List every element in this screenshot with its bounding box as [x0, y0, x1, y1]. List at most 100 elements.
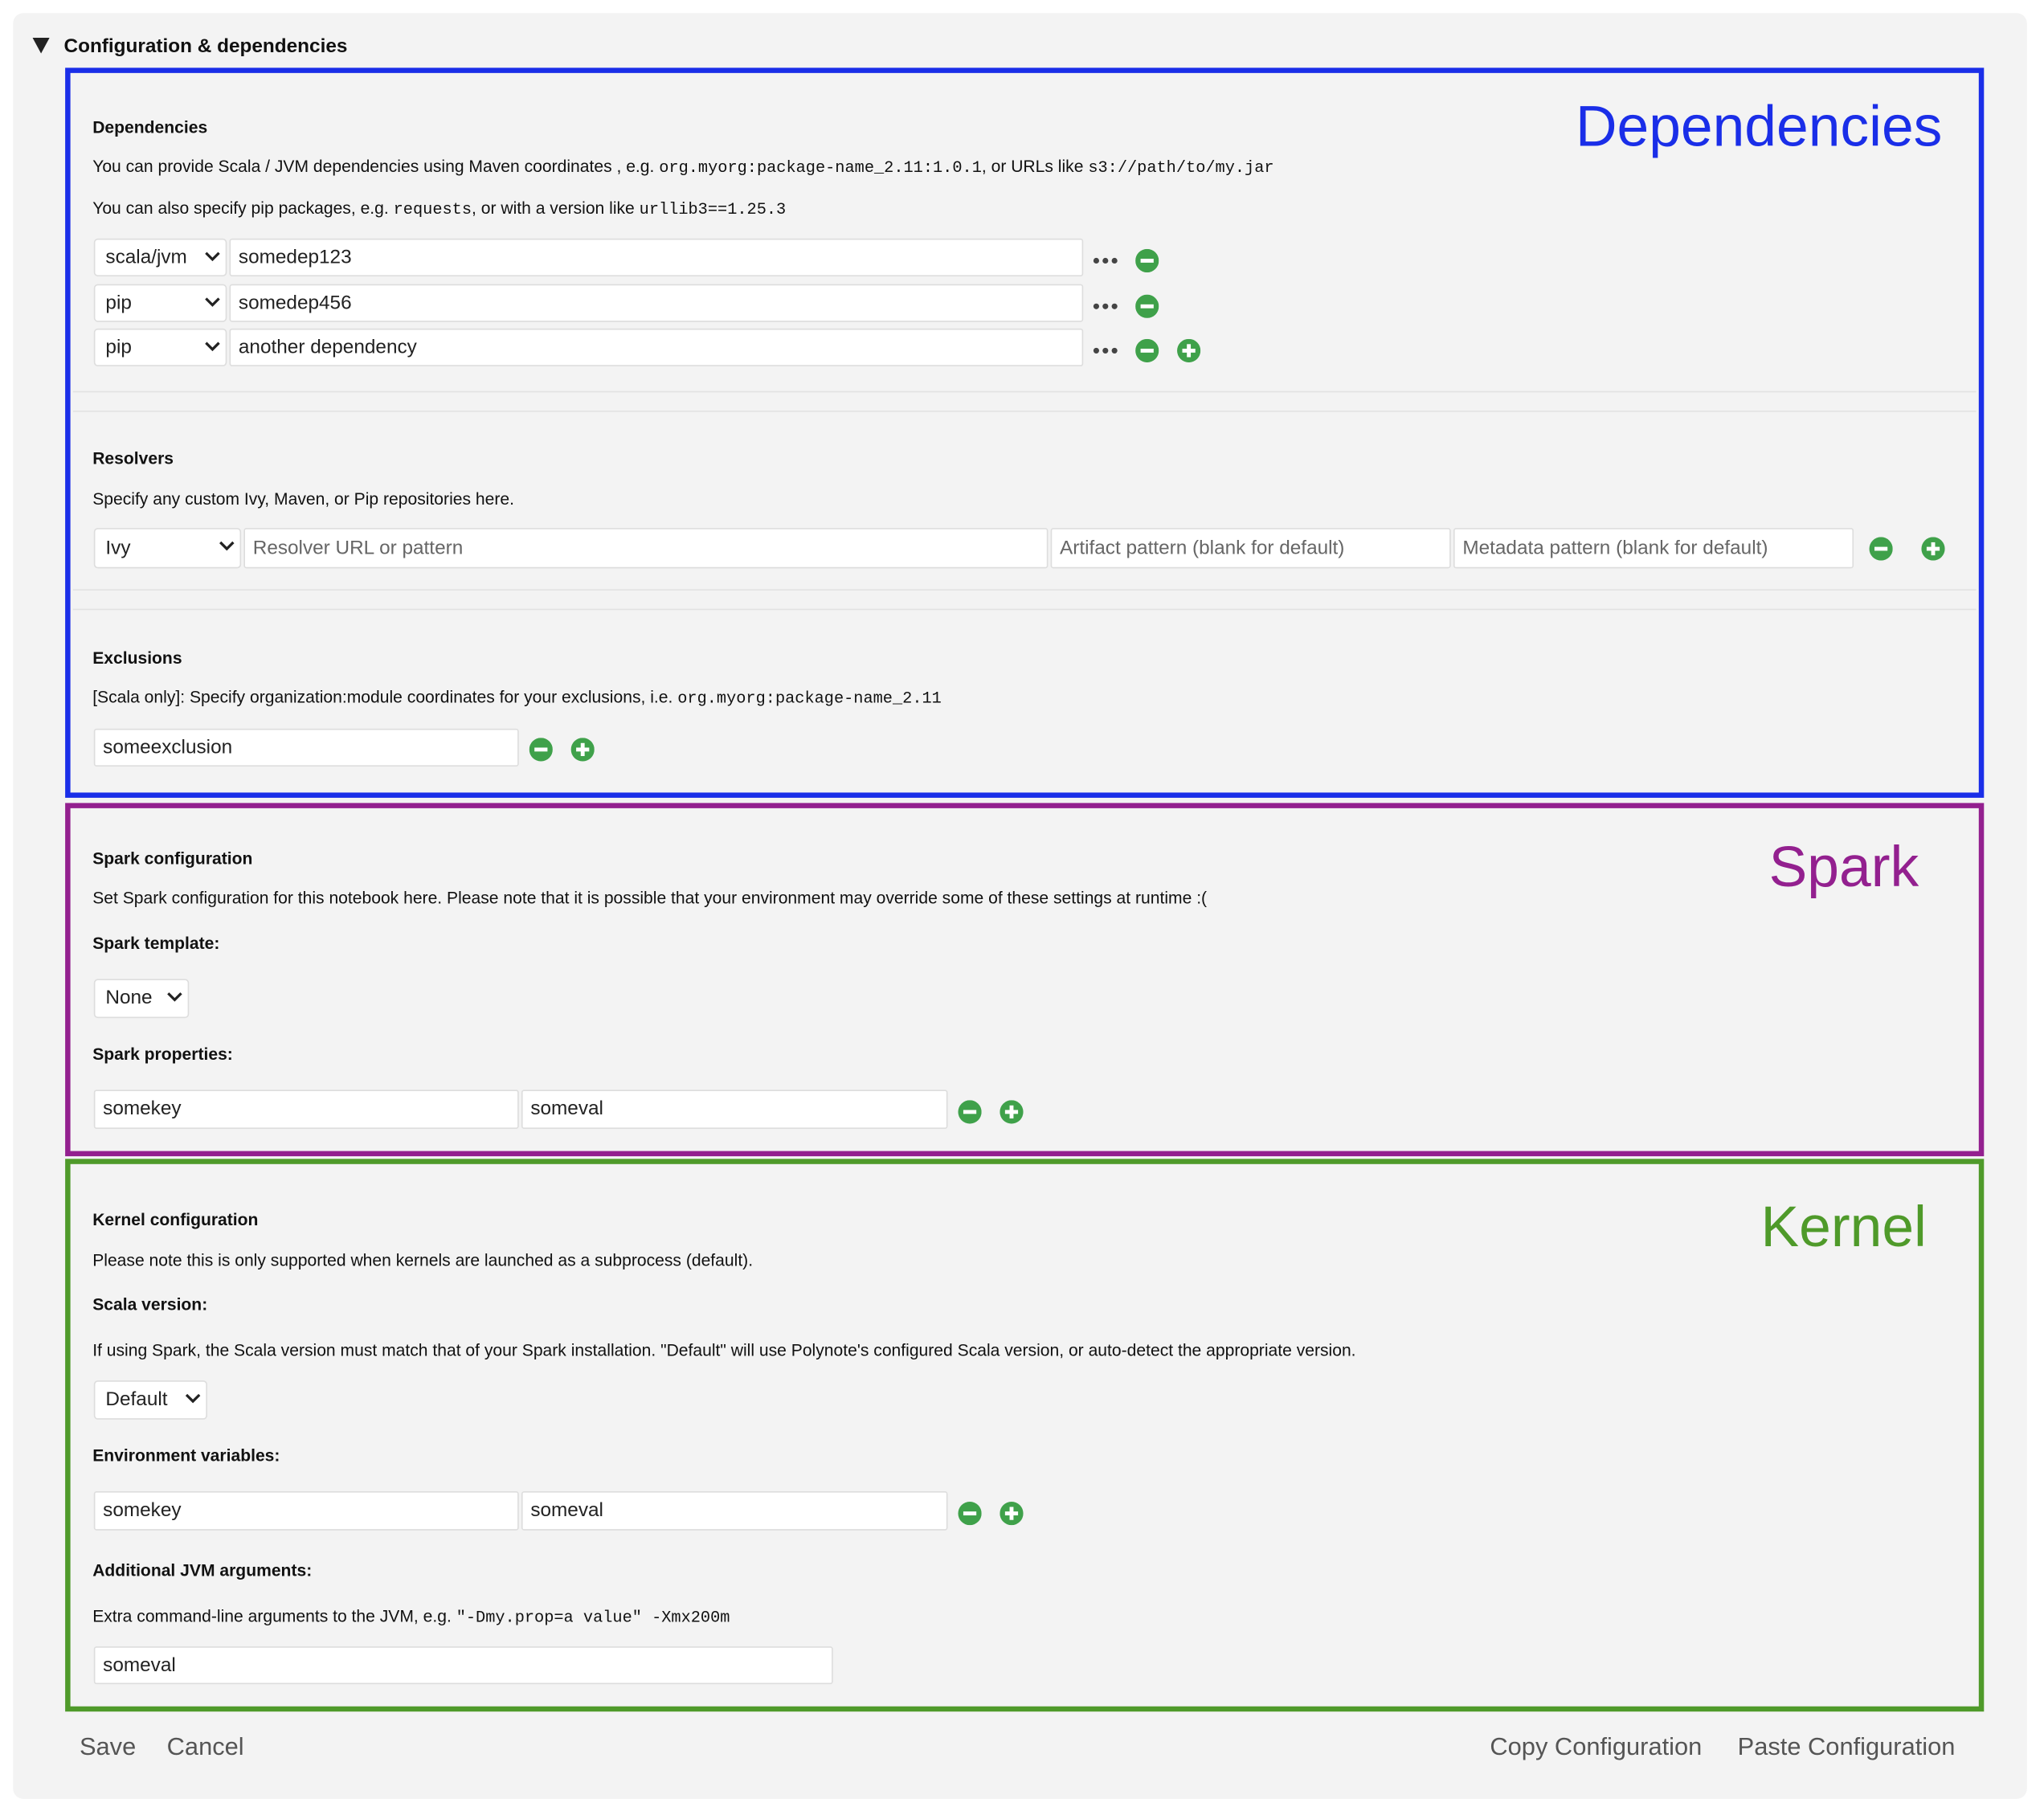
icon: [1135, 293, 1159, 318]
add-button[interactable]: [1000, 1100, 1024, 1130]
dependency-type-select[interactable]: scala/jvm: [93, 238, 227, 276]
description: [Scala only]: Specify organization:modul…: [92, 687, 942, 709]
label: Additional JVM arguments:: [92, 1560, 313, 1580]
separator: [72, 390, 1977, 393]
resolver-url-input[interactable]: Resolver URL or pattern: [243, 528, 1049, 569]
dependency-input[interactable]: somedep456: [229, 283, 1084, 321]
description: You can also specify pip packages, e.g. …: [92, 198, 786, 221]
icon: [1921, 537, 1945, 561]
remove-button[interactable]: [1135, 248, 1159, 279]
text: , or with a version like: [472, 198, 640, 218]
section-title: Configuration & dependencies: [63, 35, 348, 58]
text: You can also specify pip packages, e.g.: [92, 198, 394, 218]
label: Environment variables:: [92, 1445, 280, 1466]
box-label: Kernel: [1760, 1195, 1927, 1260]
add-button[interactable]: [1921, 537, 1945, 566]
remove-button[interactable]: [958, 1100, 982, 1130]
code: s3://path/to/my.jar: [1088, 158, 1274, 178]
chevron: [205, 296, 220, 307]
dependency-type-select[interactable]: pip: [93, 328, 227, 366]
label: Scala version:: [92, 1294, 208, 1314]
property-value-input[interactable]: someval: [521, 1090, 948, 1129]
exclusion-input[interactable]: someexclusion: [93, 728, 519, 767]
icon: [1000, 1100, 1024, 1124]
more-options[interactable]: [1093, 347, 1118, 355]
save-button[interactable]: Save: [79, 1733, 137, 1761]
kernel-box: [65, 1159, 1985, 1712]
select-value: None: [105, 987, 153, 1009]
description: Extra command-line arguments to the JVM,…: [92, 1606, 730, 1629]
heading: Exclusions: [92, 648, 182, 668]
chevron: [219, 541, 235, 551]
cancel-button[interactable]: Cancel: [166, 1733, 244, 1761]
jvm-args-input[interactable]: someval: [93, 1646, 833, 1685]
description: You can provide Scala / JVM dependencies…: [92, 157, 1273, 179]
heading: Kernel configuration: [92, 1209, 259, 1229]
code: urllib3==1.25.3: [639, 200, 787, 219]
dependency-type-select[interactable]: pip: [93, 283, 227, 321]
text: , or URLs like: [981, 156, 1089, 177]
remove-button[interactable]: [1135, 293, 1159, 324]
select-value: pip: [105, 336, 132, 359]
icon: [1869, 537, 1893, 561]
env-key-input[interactable]: somekey: [93, 1491, 519, 1531]
spark-template-select[interactable]: None: [93, 979, 190, 1019]
description: Specify any custom Ivy, Maven, or Pip re…: [92, 489, 514, 509]
description: If using Spark, the Scala version must m…: [92, 1339, 1356, 1360]
icon: [1177, 338, 1201, 363]
remove-button[interactable]: [1135, 338, 1159, 369]
paste-button[interactable]: Paste Configuration: [1737, 1733, 1956, 1761]
more-options[interactable]: [1093, 302, 1118, 310]
add-button[interactable]: [570, 738, 595, 767]
chevron: [167, 992, 182, 1002]
code: "-Dmy.prop=a value" -Xmx200m: [456, 1609, 730, 1627]
label: Spark template:: [92, 933, 220, 953]
code: org.myorg:package-name_2.11:1.0.1: [659, 158, 982, 178]
env-value-input[interactable]: someval: [521, 1491, 948, 1531]
separator: [72, 411, 1977, 412]
property-key-input[interactable]: somekey: [93, 1090, 519, 1129]
icon: [958, 1502, 982, 1526]
copy-button[interactable]: Copy Configuration: [1490, 1733, 1703, 1761]
select-value: pip: [105, 291, 132, 314]
text: [Scala only]: Specify organization:modul…: [92, 687, 678, 707]
icon: [1135, 248, 1159, 273]
icon: [958, 1100, 982, 1124]
icon: [1135, 338, 1159, 363]
heading: Dependencies: [92, 117, 208, 137]
separator: [72, 608, 1977, 611]
heading: Resolvers: [92, 448, 174, 468]
select-value: Ivy: [105, 537, 131, 560]
metadata-pattern-input[interactable]: Metadata pattern (blank for default): [1453, 528, 1854, 569]
select-value: scala/jvm: [105, 246, 187, 269]
separator: [72, 589, 1977, 591]
artifact-pattern-input[interactable]: Artifact pattern (blank for default): [1050, 528, 1451, 569]
text: Extra command-line arguments to the JVM,…: [92, 1605, 456, 1626]
dependency-input[interactable]: somedep123: [229, 238, 1084, 276]
icon: [1000, 1502, 1024, 1526]
box-label: Spark: [1768, 835, 1919, 900]
dependencies-box: [65, 67, 1985, 798]
label: Spark properties:: [92, 1044, 233, 1064]
dependency-input[interactable]: another dependency: [229, 328, 1084, 366]
add-button[interactable]: [1000, 1502, 1024, 1531]
chevron: [205, 341, 220, 352]
heading: Spark configuration: [92, 848, 253, 869]
box-label: Dependencies: [1575, 95, 1943, 159]
remove-button[interactable]: [1869, 537, 1893, 566]
text: You can provide Scala / JVM dependencies…: [92, 156, 660, 177]
chevron: [185, 1393, 201, 1404]
chevron: [205, 251, 220, 262]
add-button[interactable]: [1177, 338, 1201, 369]
scala-version-select[interactable]: Default: [93, 1380, 207, 1420]
collapse-toggle[interactable]: [32, 38, 50, 54]
more-options[interactable]: [1093, 257, 1118, 265]
remove-button[interactable]: [958, 1502, 982, 1531]
icon: [570, 738, 595, 762]
remove-button[interactable]: [529, 738, 553, 767]
icon: [529, 738, 553, 762]
resolver-type-select[interactable]: Ivy: [93, 528, 242, 569]
spark-box: [65, 803, 1985, 1157]
